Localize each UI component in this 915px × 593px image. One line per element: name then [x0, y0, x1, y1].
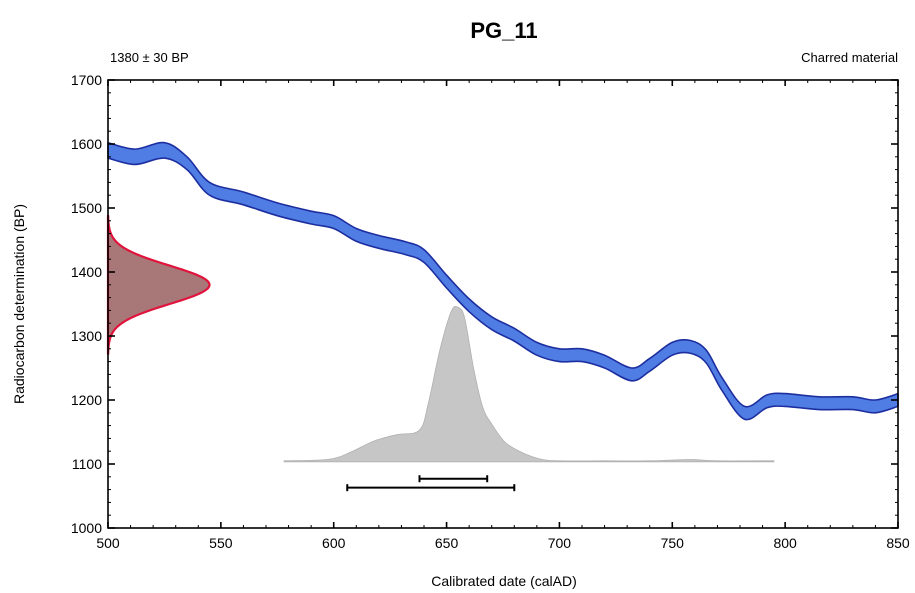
y-tick-label: 1600	[71, 136, 102, 152]
y-tick-label: 1500	[71, 200, 102, 216]
probability-range-95	[346, 484, 516, 492]
y-tick-label: 1000	[71, 520, 102, 536]
plot-frame	[107, 79, 899, 529]
y-tick-label: 1300	[71, 328, 102, 344]
x-tick-label: 800	[773, 535, 797, 551]
x-tick-label: 700	[548, 535, 572, 551]
measurement-label: 1380 ± 30 BP	[110, 50, 189, 65]
probability-range-68	[418, 475, 489, 483]
y-axis-label: Radiocarbon determination (BP)	[11, 204, 27, 404]
x-tick-label: 600	[322, 535, 346, 551]
calibration-curve-band	[107, 141, 899, 421]
radiocarbon-determination-curve	[106, 214, 211, 356]
plot-area	[106, 141, 899, 492]
axes: 500 550 600 650 700 750 800 850 1000 1100 1200 1300…	[71, 72, 910, 551]
calibrated-probability-distribution	[283, 305, 775, 463]
y-tick-label: 1400	[71, 264, 102, 280]
x-tick-label: 750	[661, 535, 685, 551]
x-tick-label: 650	[435, 535, 459, 551]
x-axis-label: Calibrated date (calAD)	[431, 573, 577, 589]
x-tick-label: 850	[886, 535, 910, 551]
y-tick-label: 1200	[71, 392, 102, 408]
sample-material-label: Charred material	[801, 50, 898, 65]
x-tick-label: 550	[209, 535, 233, 551]
chart-title: PG_11	[470, 18, 537, 43]
y-tick-label: 1700	[71, 72, 102, 88]
x-tick-label: 500	[96, 535, 120, 551]
y-tick-label: 1100	[72, 456, 102, 472]
